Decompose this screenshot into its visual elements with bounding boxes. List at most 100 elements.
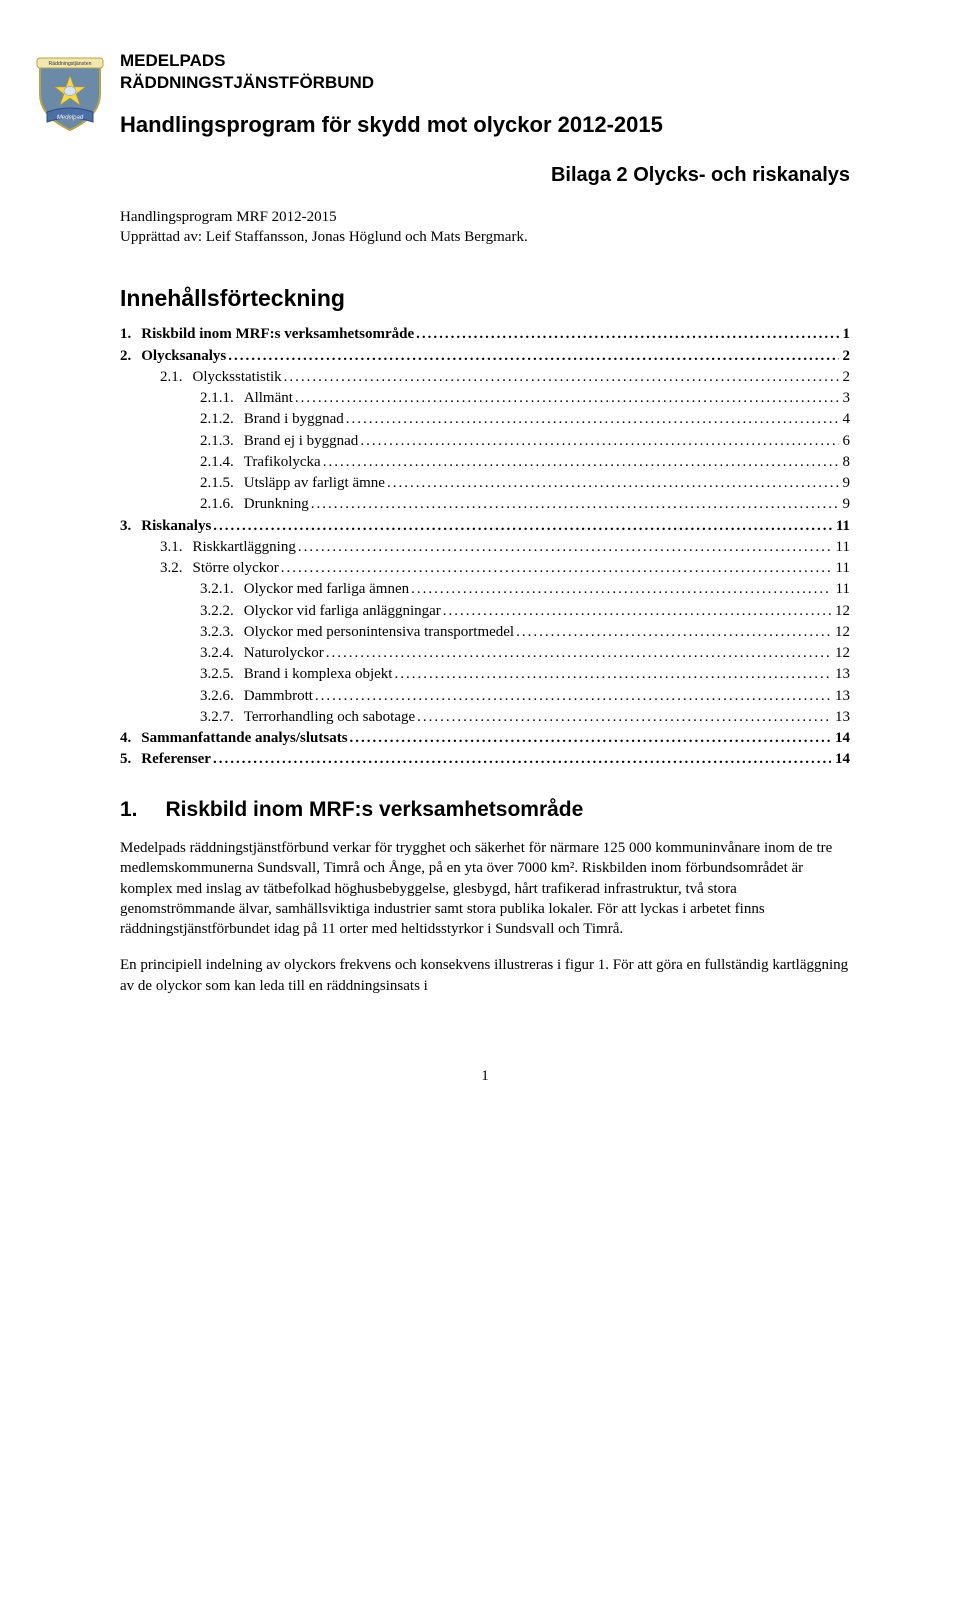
toc-entry-label: Referenser: [141, 749, 211, 769]
meta-line-1: Handlingsprogram MRF 2012-2015: [120, 207, 850, 227]
toc-entry-number: 1.: [120, 324, 141, 344]
toc-entry: 3.Riskanalys ...........................…: [120, 516, 850, 536]
toc-leader-dots: ........................................…: [226, 346, 838, 366]
section-1-number: 1.: [120, 798, 166, 821]
section-1-body: Medelpads räddningstjänstförbund verkar …: [120, 838, 850, 996]
page-number: 1: [120, 1066, 850, 1086]
toc-entry-page: 12: [831, 622, 850, 642]
toc-entry-number: 2.1.2.: [200, 409, 244, 429]
toc-entry-number: 5.: [120, 749, 141, 769]
toc-entry: 3.2.3.Olyckor med personintensiva transp…: [120, 622, 850, 642]
toc-entry-page: 14: [831, 749, 850, 769]
toc-entry-page: 9: [839, 473, 851, 493]
toc-entry-page: 14: [831, 728, 850, 748]
toc-entry-label: Större olyckor: [193, 558, 279, 578]
toc-entry: 5.Referenser ...........................…: [120, 749, 850, 769]
toc-entry-label: Trafikolycka: [244, 452, 321, 472]
toc-entry-label: Brand ej i byggnad: [244, 431, 359, 451]
toc-leader-dots: ........................................…: [282, 367, 839, 387]
toc-entry-page: 12: [831, 643, 850, 663]
paragraph-1: Medelpads räddningstjänstförbund verkar …: [120, 838, 850, 939]
toc-leader-dots: ........................................…: [409, 579, 831, 599]
toc-entry-page: 2: [839, 367, 851, 387]
toc-entry-label: Naturolyckor: [244, 643, 324, 663]
toc-entry-page: 11: [832, 537, 850, 557]
toc-entry-number: 2.1.4.: [200, 452, 244, 472]
toc-entry: 3.2.Större olyckor .....................…: [120, 558, 850, 578]
toc-entry-number: 3.2.1.: [200, 579, 244, 599]
toc-entry-label: Drunkning: [244, 494, 309, 514]
toc-entry-number: 3.2.4.: [200, 643, 244, 663]
toc-entry-page: 1: [839, 324, 851, 344]
toc-leader-dots: ........................................…: [321, 452, 839, 472]
toc-entry-number: 4.: [120, 728, 141, 748]
toc-entry-label: Sammanfattande analys/slutsats: [141, 728, 347, 748]
section-1-heading: 1.Riskbild inom MRF:s verksamhetsområde: [120, 796, 850, 824]
toc-entry-number: 3.2.5.: [200, 664, 244, 684]
toc-entry: 4.Sammanfattande analys/slutsats .......…: [120, 728, 850, 748]
toc-entry: 3.2.1.Olyckor med farliga ämnen ........…: [120, 579, 850, 599]
toc-entry-label: Olyckor med personintensiva transportmed…: [244, 622, 514, 642]
toc-entry-number: 3.2.: [160, 558, 193, 578]
toc-entry-number: 2.1.: [160, 367, 193, 387]
toc-entry-label: Brand i byggnad: [244, 409, 344, 429]
toc-entry: 2.1.2.Brand i byggnad ..................…: [120, 409, 850, 429]
toc-leader-dots: ........................................…: [279, 558, 832, 578]
toc-entry-page: 11: [832, 516, 850, 536]
document-header: Räddningstjänsten Medelpad MEDELPADS RÄD…: [120, 50, 850, 247]
paragraph-2: En principiell indelning av olyckors fre…: [120, 955, 850, 996]
org-line-2: RÄDDNINGSTJÄNSTFÖRBUND: [120, 72, 850, 94]
toc-entry-number: 3.2.3.: [200, 622, 244, 642]
toc-entry-number: 2.1.1.: [200, 388, 244, 408]
toc-leader-dots: ........................................…: [313, 686, 831, 706]
toc-entry-page: 13: [831, 686, 850, 706]
toc-entry: 2.Olycksanalys .........................…: [120, 346, 850, 366]
toc-entry-page: 4: [839, 409, 851, 429]
toc-entry: 3.2.2.Olyckor vid farliga anläggningar .…: [120, 601, 850, 621]
toc-leader-dots: ........................................…: [309, 494, 839, 514]
toc-entry: 2.1.Olycksstatistik ....................…: [120, 367, 850, 387]
toc-entry: 3.2.6.Dammbrott ........................…: [120, 686, 850, 706]
document-title: Handlingsprogram för skydd mot olyckor 2…: [120, 110, 850, 140]
toc-entry-page: 6: [839, 431, 851, 451]
toc-entry-label: Dammbrott: [244, 686, 313, 706]
toc-entry-number: 2.1.5.: [200, 473, 244, 493]
toc-entry: 2.1.6.Drunkning ........................…: [120, 494, 850, 514]
document-meta: Handlingsprogram MRF 2012-2015 Upprättad…: [120, 207, 850, 248]
toc-leader-dots: ........................................…: [414, 324, 838, 344]
toc-leader-dots: ........................................…: [514, 622, 831, 642]
toc-entry-label: Olycksstatistik: [193, 367, 282, 387]
toc-leader-dots: ........................................…: [211, 516, 832, 536]
toc-entry-label: Riskkartläggning: [193, 537, 296, 557]
toc-leader-dots: ........................................…: [293, 388, 839, 408]
toc-entry-page: 3: [839, 388, 851, 408]
toc-entry: 3.2.5.Brand i komplexa objekt ..........…: [120, 664, 850, 684]
table-of-contents: 1.Riskbild inom MRF:s verksamhetsområde …: [120, 324, 850, 769]
toc-entry: 2.1.1.Allmänt ..........................…: [120, 388, 850, 408]
toc-entry-label: Riskbild inom MRF:s verksamhetsområde: [141, 324, 414, 344]
toc-leader-dots: ........................................…: [324, 643, 831, 663]
toc-entry-number: 3.: [120, 516, 141, 536]
toc-entry: 3.2.4.Naturolyckor .....................…: [120, 643, 850, 663]
toc-entry-label: Riskanalys: [141, 516, 211, 536]
toc-entry: 2.1.4.Trafikolycka .....................…: [120, 452, 850, 472]
toc-entry: 3.2.7.Terrorhandling och sabotage ......…: [120, 707, 850, 727]
meta-line-2: Upprättad av: Leif Staffansson, Jonas Hö…: [120, 227, 850, 247]
document-subtitle: Bilaga 2 Olycks- och riskanalys: [120, 162, 850, 189]
toc-entry-number: 2.1.6.: [200, 494, 244, 514]
toc-entry-label: Olyckor med farliga ämnen: [244, 579, 409, 599]
svg-text:Medelpad: Medelpad: [57, 115, 84, 121]
toc-entry: 1.Riskbild inom MRF:s verksamhetsområde …: [120, 324, 850, 344]
toc-leader-dots: ........................................…: [441, 601, 831, 621]
toc-leader-dots: ........................................…: [385, 473, 839, 493]
toc-entry-label: Olycksanalys: [141, 346, 226, 366]
toc-entry-page: 11: [832, 579, 850, 599]
toc-leader-dots: ........................................…: [358, 431, 838, 451]
toc-entry-page: 11: [832, 558, 850, 578]
toc-entry-number: 3.1.: [160, 537, 193, 557]
toc-leader-dots: ........................................…: [344, 409, 839, 429]
toc-entry-label: Brand i komplexa objekt: [244, 664, 393, 684]
toc-entry-number: 2.1.3.: [200, 431, 244, 451]
section-1-title: Riskbild inom MRF:s verksamhetsområde: [166, 798, 584, 821]
toc-entry: 3.1.Riskkartläggning ...................…: [120, 537, 850, 557]
